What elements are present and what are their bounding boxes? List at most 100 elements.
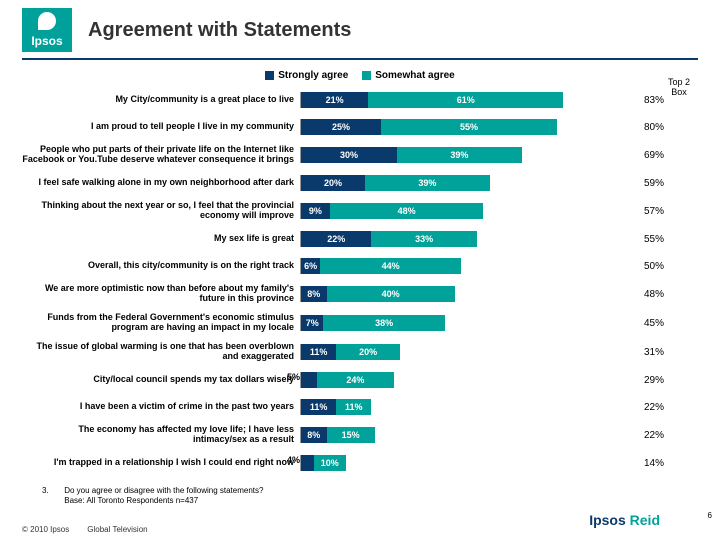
row-bars: 4%10% bbox=[300, 455, 620, 471]
segment-somewhat: 15% bbox=[327, 427, 375, 443]
top2-value: 31% bbox=[620, 347, 664, 358]
row-bars: 25%55% bbox=[300, 119, 620, 135]
chart-row: The issue of global warming is one that … bbox=[22, 338, 698, 366]
row-label: The issue of global warming is one that … bbox=[22, 342, 300, 362]
segment-strongly: 11% bbox=[301, 344, 336, 360]
chart-area: Strongly agree Somewhat agree Top 2Box M… bbox=[0, 60, 720, 476]
chart-row: My City/community is a great place to li… bbox=[22, 87, 698, 113]
chart-row: We are more optimistic now than before a… bbox=[22, 280, 698, 308]
chart-row: Overall, this city/community is on the r… bbox=[22, 253, 698, 279]
segment-somewhat: 39% bbox=[397, 147, 522, 163]
row-label: I am proud to tell people I live in my c… bbox=[22, 122, 300, 132]
legend: Strongly agree Somewhat agree bbox=[22, 70, 698, 81]
segment-somewhat: 39% bbox=[365, 175, 490, 191]
header: Ipsos Agreement with Statements bbox=[22, 0, 698, 60]
row-bars: 20%39% bbox=[300, 175, 620, 191]
legend-label-strongly: Strongly agree bbox=[278, 70, 348, 81]
legend-somewhat: Somewhat agree bbox=[362, 70, 454, 81]
chart-row: I'm trapped in a relationship I wish I c… bbox=[22, 450, 698, 476]
chart-row: City/local council spends my tax dollars… bbox=[22, 367, 698, 393]
segment-somewhat: 24% bbox=[317, 372, 394, 388]
row-bars: 8%40% bbox=[300, 286, 620, 302]
top2-value: 80% bbox=[620, 122, 664, 133]
row-label: I have been a victim of crime in the pas… bbox=[22, 402, 300, 412]
row-bars: 9%48% bbox=[300, 203, 620, 219]
row-bars: 6%44% bbox=[300, 258, 620, 274]
row-label: I'm trapped in a relationship I wish I c… bbox=[22, 458, 300, 468]
row-label: People who put parts of their private li… bbox=[22, 145, 300, 165]
row-bars: 22%33% bbox=[300, 231, 620, 247]
top2-value: 69% bbox=[620, 150, 664, 161]
segment-somewhat: 55% bbox=[381, 119, 557, 135]
row-bars: 8%15% bbox=[300, 427, 620, 443]
row-label: Funds from the Federal Government's econ… bbox=[22, 313, 300, 333]
segment-somewhat: 11% bbox=[336, 399, 371, 415]
segment-strongly: 30% bbox=[301, 147, 397, 163]
row-bars: 11%11% bbox=[300, 399, 620, 415]
segment-somewhat: 38% bbox=[323, 315, 445, 331]
chart-row: People who put parts of their private li… bbox=[22, 141, 698, 169]
segment-strongly: 22% bbox=[301, 231, 371, 247]
top2-box-header: Top 2Box bbox=[668, 78, 690, 98]
segment-somewhat: 48% bbox=[330, 203, 484, 219]
row-label: Thinking about the next year or so, I fe… bbox=[22, 201, 300, 221]
chart-row: I feel safe walking alone in my own neig… bbox=[22, 170, 698, 196]
row-bars: 5%24% bbox=[300, 372, 620, 388]
top2-value: 14% bbox=[620, 458, 664, 469]
segment-strongly: 25% bbox=[301, 119, 381, 135]
top2-value: 22% bbox=[620, 430, 664, 441]
legend-swatch-strongly-icon bbox=[265, 71, 274, 80]
ipsos-reid-logo: Ipsos Reid bbox=[589, 512, 660, 528]
row-label: We are more optimistic now than before a… bbox=[22, 284, 300, 304]
top2-value: 83% bbox=[620, 95, 664, 106]
chart-row: I have been a victim of crime in the pas… bbox=[22, 394, 698, 420]
top2-value: 48% bbox=[620, 289, 664, 300]
segment-strongly: 20% bbox=[301, 175, 365, 191]
legend-swatch-somewhat-icon bbox=[362, 71, 371, 80]
segment-somewhat: 10% bbox=[314, 455, 346, 471]
segment-somewhat: 61% bbox=[368, 92, 563, 108]
row-label: My sex life is great bbox=[22, 234, 300, 244]
segment-strongly: 7% bbox=[301, 315, 323, 331]
legend-strongly: Strongly agree bbox=[265, 70, 348, 81]
row-bars: 30%39% bbox=[300, 147, 620, 163]
chart-row: Thinking about the next year or so, I fe… bbox=[22, 197, 698, 225]
top2-value: 45% bbox=[620, 318, 664, 329]
top2-value: 22% bbox=[620, 402, 664, 413]
row-bars: 7%38% bbox=[300, 315, 620, 331]
chart-row: Funds from the Federal Government's econ… bbox=[22, 309, 698, 337]
outlet: Global Television bbox=[87, 525, 147, 534]
logo-shape-icon bbox=[38, 12, 56, 30]
segment-strongly bbox=[301, 455, 314, 471]
footnote-text: Do you agree or disagree with the follow… bbox=[64, 486, 263, 507]
segment-strongly bbox=[301, 372, 317, 388]
segment-somewhat: 33% bbox=[371, 231, 477, 247]
row-label: I feel safe walking alone in my own neig… bbox=[22, 178, 300, 188]
logo-text: Ipsos bbox=[26, 34, 68, 48]
row-label: Overall, this city/community is on the r… bbox=[22, 261, 300, 271]
segment-strongly: 9% bbox=[301, 203, 330, 219]
row-label: City/local council spends my tax dollars… bbox=[22, 375, 300, 385]
row-bars: 21%61% bbox=[300, 92, 620, 108]
top2-value: 57% bbox=[620, 206, 664, 217]
chart-row: The economy has affected my love life; I… bbox=[22, 421, 698, 449]
segment-somewhat: 44% bbox=[320, 258, 461, 274]
row-label: The economy has affected my love life; I… bbox=[22, 425, 300, 445]
segment-strongly: 6% bbox=[301, 258, 320, 274]
top2-value: 59% bbox=[620, 178, 664, 189]
segment-somewhat: 40% bbox=[327, 286, 455, 302]
page-number: 6 bbox=[708, 511, 712, 520]
segment-strongly: 8% bbox=[301, 286, 327, 302]
footnote-number: 3. bbox=[42, 486, 62, 496]
top2-value: 55% bbox=[620, 234, 664, 245]
page-title: Agreement with Statements bbox=[88, 19, 351, 42]
segment-strongly: 21% bbox=[301, 92, 368, 108]
segment-strongly: 8% bbox=[301, 427, 327, 443]
top2-value: 50% bbox=[620, 261, 664, 272]
row-label: My City/community is a great place to li… bbox=[22, 95, 300, 105]
legend-label-somewhat: Somewhat agree bbox=[375, 70, 454, 81]
copyright: © 2010 Ipsos bbox=[22, 525, 69, 534]
segment-strongly: 11% bbox=[301, 399, 336, 415]
footnote: 3. Do you agree or disagree with the fol… bbox=[42, 486, 720, 507]
ipsos-logo-icon: Ipsos bbox=[22, 8, 72, 52]
